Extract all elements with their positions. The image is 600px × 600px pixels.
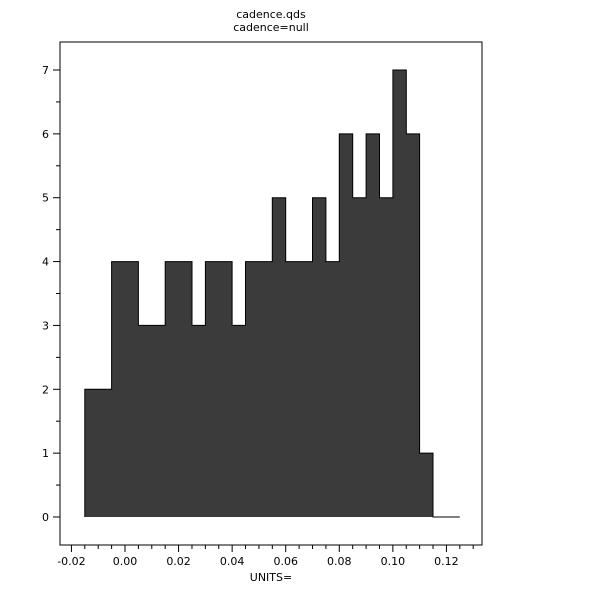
- svg-text:7: 7: [42, 64, 49, 77]
- svg-text:0.06: 0.06: [273, 555, 298, 568]
- svg-text:0.10: 0.10: [381, 555, 406, 568]
- svg-text:5: 5: [42, 192, 49, 205]
- svg-text:1: 1: [42, 447, 49, 460]
- svg-text:3: 3: [42, 319, 49, 332]
- svg-text:0.08: 0.08: [327, 555, 352, 568]
- chart-title: cadence.qds: [236, 8, 306, 21]
- svg-text:0.00: 0.00: [113, 555, 138, 568]
- svg-text:0.04: 0.04: [220, 555, 245, 568]
- chart-subtitle: cadence=null: [233, 21, 309, 34]
- svg-text:4: 4: [42, 256, 49, 269]
- x-axis-label: UNITS=: [249, 571, 293, 584]
- svg-text:6: 6: [42, 128, 49, 141]
- svg-text:0.12: 0.12: [434, 555, 459, 568]
- svg-text:0.02: 0.02: [166, 555, 191, 568]
- svg-text:-0.02: -0.02: [57, 555, 85, 568]
- svg-text:2: 2: [42, 383, 49, 396]
- chart-title-block: cadence.qds cadence=null: [60, 8, 482, 34]
- svg-text:0: 0: [42, 511, 49, 524]
